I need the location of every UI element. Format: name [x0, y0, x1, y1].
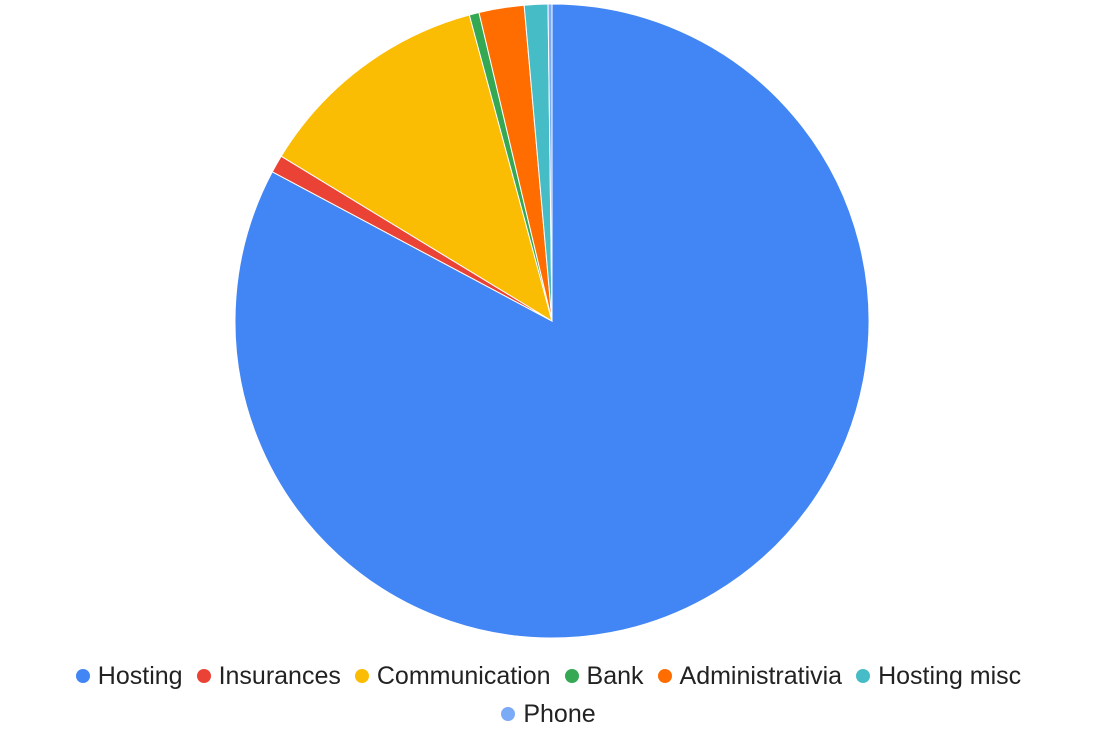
legend-swatch-icon: [856, 669, 871, 683]
legend-item-insurances: Insurances: [196, 661, 341, 691]
legend-label: Hosting misc: [878, 662, 1022, 690]
legend-item-administrativia: Administrativia: [657, 661, 843, 691]
legend-item-phone: Phone: [501, 699, 596, 729]
legend-label: Administrativia: [679, 662, 843, 690]
legend-item-hosting-misc: Hosting misc: [856, 661, 1021, 691]
pie-plot-area: [234, 3, 870, 639]
legend-item-communication: Communication: [354, 661, 551, 691]
legend-label: Insurances: [218, 662, 341, 690]
legend-label: Communication: [376, 662, 551, 690]
chart-legend: Hosting Insurances Communication Bank Admini…: [0, 661, 1097, 729]
pie-slice-communication: [280, 14, 553, 323]
legend-swatch-icon: [501, 707, 516, 721]
legend-label: Hosting: [97, 662, 183, 690]
legend-swatch-icon: [657, 669, 672, 683]
legend-item-hosting: Hosting: [75, 661, 183, 691]
legend-swatch-icon: [75, 669, 90, 683]
legend-swatch-icon: [196, 669, 211, 683]
legend-swatch-icon: [564, 669, 579, 683]
legend-label: Phone: [523, 700, 596, 728]
legend-label: Bank: [586, 662, 644, 690]
legend-swatch-icon: [354, 669, 369, 683]
pie-slice-phone: [547, 3, 553, 322]
legend-item-bank: Bank: [564, 661, 644, 691]
